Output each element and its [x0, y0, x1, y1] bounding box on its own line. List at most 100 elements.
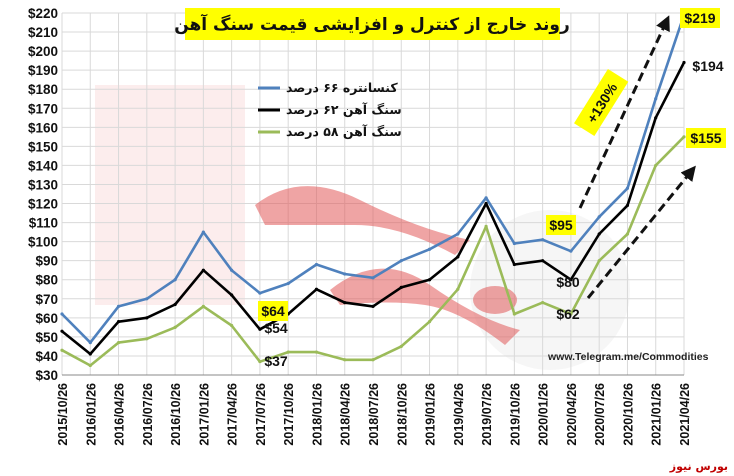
data-point	[598, 215, 601, 218]
brand-label: بورس نیوز	[669, 460, 728, 473]
x-tick-label: 2019/01/26	[424, 383, 438, 446]
data-point	[89, 352, 92, 355]
data-point	[654, 116, 657, 119]
data-point	[117, 320, 120, 323]
x-tick-label: 2017/04/26	[226, 383, 240, 446]
data-point	[60, 312, 63, 315]
y-tick-label: $130	[28, 177, 58, 192]
y-tick-label: $70	[35, 292, 58, 307]
x-tick-label: 2016/04/26	[113, 383, 127, 446]
legend: کنسانتره ۶۶ درصد سنگ آهن ۶۲ درصد سنگ آهن…	[258, 80, 402, 139]
x-tick-label: 2018/01/26	[310, 383, 324, 446]
data-point	[173, 303, 176, 306]
y-tick-label: $220	[28, 6, 58, 21]
data-point	[400, 345, 403, 348]
data-point	[541, 259, 544, 262]
y-tick-label: $100	[28, 235, 58, 250]
data-point	[202, 269, 205, 272]
legend-label-ore-58: سنگ آهن ۵۸ درصد	[286, 124, 402, 139]
y-tick-label: $190	[28, 63, 58, 78]
data-point	[315, 263, 318, 266]
data-point	[173, 326, 176, 329]
data-point	[513, 242, 516, 245]
data-point	[626, 232, 629, 235]
data-point	[202, 231, 205, 234]
data-point	[569, 250, 572, 253]
x-tick-label: 2015/10/26	[56, 383, 70, 446]
data-point	[315, 288, 318, 291]
data-point	[626, 204, 629, 207]
y-tick-label: $60	[35, 311, 58, 326]
data-point	[428, 278, 431, 281]
x-tick-label: 2016/01/26	[84, 383, 98, 446]
y-tick-label: $170	[28, 101, 58, 116]
y-tick-label: $160	[28, 120, 58, 135]
data-point	[315, 351, 318, 354]
y-tick-label: $140	[28, 158, 58, 173]
data-point	[173, 278, 176, 281]
data-point	[117, 341, 120, 344]
data-point	[343, 358, 346, 361]
data-point	[371, 276, 374, 279]
callout-219: $219	[684, 10, 715, 26]
data-point	[400, 286, 403, 289]
y-tick-label: $50	[35, 330, 58, 345]
data-point	[456, 232, 459, 235]
data-point	[598, 259, 601, 262]
data-point	[89, 341, 92, 344]
data-point	[287, 282, 290, 285]
y-tick-label: $90	[35, 254, 58, 269]
data-point	[484, 225, 487, 228]
x-tick-label: 2016/07/26	[141, 383, 155, 446]
data-point	[541, 238, 544, 241]
data-point	[258, 328, 261, 331]
data-point	[428, 248, 431, 251]
data-point	[230, 269, 233, 272]
data-point	[513, 312, 516, 315]
y-tick-label: $200	[28, 44, 58, 59]
callout-95: $95	[549, 217, 573, 233]
data-point	[654, 97, 657, 100]
data-point	[484, 196, 487, 199]
data-point	[654, 164, 657, 167]
data-point	[456, 288, 459, 291]
x-tick-label: 2020/04/26	[565, 383, 579, 446]
data-point	[117, 305, 120, 308]
x-axis: 2015/10/26 2016/01/26 2016/04/26 2016/07/26…	[56, 375, 692, 446]
x-tick-label: 2018/07/26	[367, 383, 381, 446]
data-point	[428, 320, 431, 323]
y-tick-label: $120	[28, 197, 58, 212]
callout-194: $194	[692, 58, 723, 74]
y-axis: $30 $40 $50 $60 $70 $80 $90 $100 $110 $120 $130 $14…	[28, 6, 58, 383]
data-point	[258, 291, 261, 294]
callout-62: $62	[556, 306, 580, 322]
data-point	[145, 297, 148, 300]
data-point	[230, 324, 233, 327]
data-point	[258, 360, 261, 363]
data-point	[371, 358, 374, 361]
legend-label-ore-62: سنگ آهن ۶۲ درصد	[286, 102, 402, 117]
data-point	[400, 259, 403, 262]
data-point	[343, 301, 346, 304]
x-tick-label: 2017/01/26	[197, 383, 211, 446]
data-point	[60, 330, 63, 333]
x-tick-label: 2021/01/26	[650, 383, 664, 446]
y-tick-label: $180	[28, 82, 58, 97]
data-point	[456, 255, 459, 258]
y-tick-label: $80	[35, 273, 58, 288]
data-point	[371, 305, 374, 308]
y-tick-label: $110	[29, 216, 58, 231]
callout-37: $37	[264, 353, 288, 369]
x-tick-label: 2017/10/26	[282, 383, 296, 446]
chart-title: روند خارج از کنترل و افزایشی قیمت سنگ آه…	[174, 8, 570, 40]
data-point	[230, 293, 233, 296]
data-point	[682, 61, 685, 64]
data-point	[484, 202, 487, 205]
data-point	[541, 301, 544, 304]
data-point	[626, 187, 629, 190]
x-tick-label: 2019/07/26	[480, 383, 494, 446]
data-point	[343, 272, 346, 275]
data-point	[513, 263, 516, 266]
data-point	[60, 349, 63, 352]
